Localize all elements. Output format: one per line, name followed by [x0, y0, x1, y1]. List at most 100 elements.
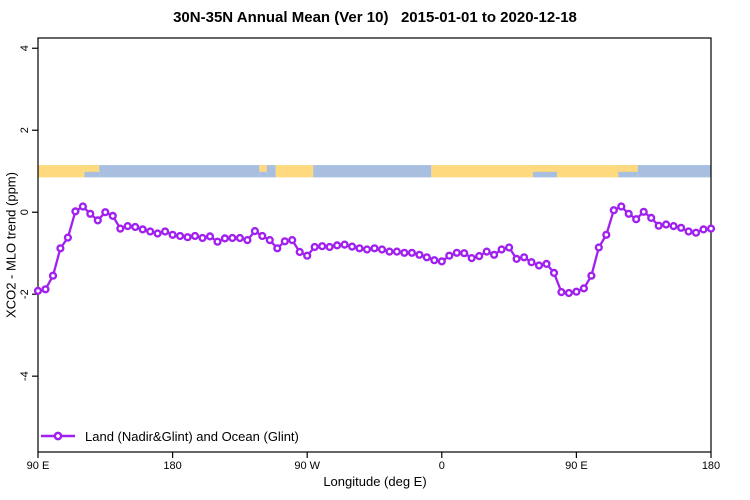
data-point: [265, 236, 274, 245]
data-point: [632, 215, 641, 224]
data-point: [691, 228, 701, 237]
data-point: [661, 220, 671, 229]
data-point: [519, 253, 529, 262]
data-point: [534, 261, 544, 270]
data-point: [669, 222, 678, 231]
data-point: [258, 231, 267, 241]
legend-swatch-circle: [53, 431, 63, 441]
data-point: [56, 244, 65, 253]
data-point: [153, 229, 162, 238]
data-point: [647, 213, 656, 223]
data-point: [318, 242, 327, 251]
band-ocean-segment: [99, 165, 260, 178]
data-point: [467, 254, 476, 263]
data-point: [430, 256, 439, 265]
data-point: [213, 237, 222, 246]
data-point: [684, 227, 693, 236]
data-point: [490, 250, 499, 259]
data-point: [48, 271, 58, 280]
data-point: [146, 227, 155, 236]
data-point: [303, 251, 312, 260]
data-point: [407, 248, 417, 257]
data-point: [617, 202, 626, 211]
data-point: [220, 234, 230, 243]
y-tick-label: 4: [19, 45, 31, 51]
data-point: [228, 233, 237, 243]
data-point: [505, 243, 514, 252]
band-ocean-segment: [637, 165, 711, 178]
band-land-segment: [556, 165, 619, 178]
data-point: [325, 242, 334, 252]
data-point: [63, 233, 73, 242]
data-point: [475, 252, 484, 261]
data-point: [123, 222, 132, 231]
band-land-segment: [38, 165, 85, 178]
data-point: [190, 231, 200, 241]
data-point: [108, 211, 117, 221]
data-point: [422, 253, 431, 262]
data-point: [564, 288, 574, 298]
data-point: [198, 233, 207, 243]
data-point: [41, 285, 50, 294]
data-point: [445, 251, 454, 260]
data-point: [205, 232, 215, 241]
data-point: [676, 223, 686, 232]
data-point: [706, 224, 716, 233]
data-point: [594, 243, 603, 252]
data-point: [101, 208, 110, 217]
data-point: [362, 245, 372, 254]
y-tick-label: 0: [19, 209, 31, 215]
data-point: [460, 249, 469, 258]
data-point: [370, 244, 379, 253]
data-point: [138, 225, 147, 234]
data-point: [654, 221, 663, 230]
data-point: [452, 248, 461, 257]
data-point: [131, 222, 140, 232]
data-point: [609, 206, 618, 215]
data-point: [579, 284, 589, 293]
data-point: [542, 259, 551, 269]
data-point: [340, 240, 349, 249]
data-point: [415, 250, 424, 259]
data-point: [400, 248, 409, 257]
data-point: [280, 237, 289, 246]
band-land-segment: [431, 165, 534, 178]
data-point: [288, 236, 297, 245]
x-tick-label: 90 E: [565, 460, 588, 472]
data-point: [602, 230, 611, 239]
band-land-segment: [533, 165, 557, 172]
x-tick-label: 90 W: [294, 460, 320, 472]
x-tick-label: 90 E: [27, 460, 50, 472]
data-point: [385, 247, 394, 256]
data-point: [699, 225, 708, 234]
y-tick-label: -2: [19, 289, 31, 299]
data-point: [377, 245, 387, 254]
band-ocean-segment: [313, 165, 432, 178]
plot-border: [37, 37, 712, 453]
data-point: [168, 230, 177, 239]
data-point: [71, 207, 80, 216]
data-point: [33, 286, 43, 296]
x-tick-label: 0: [439, 460, 445, 472]
data-point: [482, 247, 491, 256]
data-point: [572, 287, 581, 296]
data-point: [333, 241, 342, 250]
data-point: [549, 268, 559, 278]
data-point: [497, 245, 506, 254]
data-point: [250, 227, 260, 236]
legend-label: Land (Nadir&Glint) and Ocean (Glint): [85, 428, 299, 444]
data-point: [295, 247, 304, 257]
legend-line-marker-icon: [41, 431, 75, 441]
data-point: [624, 209, 633, 218]
band-land-segment: [84, 165, 100, 172]
x-tick-label: 180: [702, 460, 720, 472]
y-tick-label: -4: [19, 371, 31, 381]
data-point: [437, 257, 446, 266]
legend: Land (Nadir&Glint) and Ocean (Glint): [40, 427, 299, 445]
data-point: [116, 224, 125, 233]
data-point: [639, 207, 648, 216]
data-point: [348, 242, 357, 251]
data-point: [355, 244, 364, 253]
